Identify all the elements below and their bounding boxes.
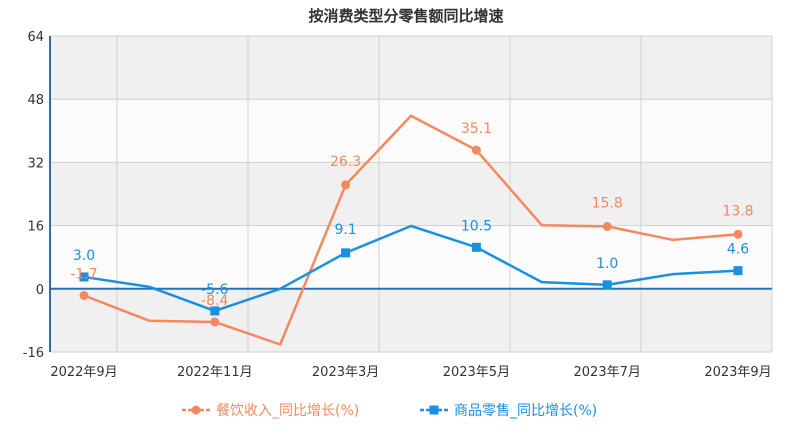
data-label: 10.5 bbox=[461, 218, 492, 234]
data-label: -1.7 bbox=[70, 267, 97, 283]
y-tick-label: 16 bbox=[27, 220, 44, 235]
series-retail bbox=[79, 224, 743, 316]
data-point bbox=[79, 291, 89, 301]
chart-title: 按消费类型分零售额同比增速 bbox=[308, 7, 503, 25]
legend-item-retail[interactable]: 商品零售_同比增长(%) bbox=[420, 403, 597, 419]
y-tick-label: 32 bbox=[27, 156, 44, 171]
axes: -16 0 16 32 48 64 2022年9月 2022年11月 2023年3月 2023年5… bbox=[23, 30, 772, 380]
data-labels: -1.7 -8.4 26.3 35.1 15.8 13.8 3.0 -5.6 9.1 10.5 1.… bbox=[70, 121, 753, 309]
data-point bbox=[471, 242, 481, 252]
data-label: 35.1 bbox=[461, 121, 492, 137]
data-point bbox=[341, 248, 351, 258]
series-catering bbox=[79, 114, 743, 346]
y-tick-label: 0 bbox=[36, 283, 44, 298]
data-point bbox=[210, 306, 220, 316]
y-tick-label: -16 bbox=[23, 346, 44, 361]
data-label: 3.0 bbox=[73, 248, 95, 264]
data-label: 1.0 bbox=[596, 256, 618, 272]
legend-label: 餐饮收入_同比增长(%) bbox=[216, 403, 359, 419]
data-label: 4.6 bbox=[727, 242, 749, 258]
x-tick-label: 2023年7月 bbox=[574, 365, 641, 380]
plot-band bbox=[50, 162, 772, 226]
data-label: -5.6 bbox=[201, 282, 228, 298]
legend-marker bbox=[191, 405, 201, 415]
legend[interactable]: 餐饮收入_同比增长(%) 商品零售_同比增长(%) bbox=[182, 403, 597, 419]
data-point bbox=[602, 280, 612, 290]
data-label: -8.4 bbox=[201, 293, 228, 309]
data-point bbox=[602, 221, 612, 231]
plot-background bbox=[50, 36, 772, 352]
x-tick-label: 2023年5月 bbox=[443, 365, 510, 380]
data-point bbox=[79, 272, 89, 282]
plot-band bbox=[50, 225, 772, 289]
legend-marker bbox=[429, 405, 439, 415]
data-label: 15.8 bbox=[592, 195, 623, 211]
data-point bbox=[733, 229, 743, 239]
legend-item-catering[interactable]: 餐饮收入_同比增长(%) bbox=[182, 403, 359, 419]
data-point bbox=[733, 266, 743, 276]
x-tick-label: 2023年3月 bbox=[312, 365, 379, 380]
series-line bbox=[83, 224, 739, 313]
series-layer bbox=[79, 114, 743, 346]
data-label: 26.3 bbox=[330, 154, 361, 170]
x-tick-label: 2022年11月 bbox=[177, 365, 253, 380]
data-point bbox=[471, 145, 481, 155]
data-point bbox=[210, 317, 220, 327]
y-tick-label: 64 bbox=[27, 30, 44, 45]
plot-band bbox=[50, 36, 772, 100]
y-tick-label: 48 bbox=[27, 93, 44, 108]
plot-band bbox=[50, 99, 772, 163]
legend-label: 商品零售_同比增长(%) bbox=[454, 403, 597, 419]
data-point bbox=[341, 180, 351, 190]
series-line bbox=[83, 114, 739, 346]
x-tick-label: 2022年9月 bbox=[50, 365, 117, 380]
data-label: 13.8 bbox=[722, 203, 753, 219]
data-label: 9.1 bbox=[334, 222, 356, 238]
x-tick-label: 2023年9月 bbox=[704, 365, 771, 380]
